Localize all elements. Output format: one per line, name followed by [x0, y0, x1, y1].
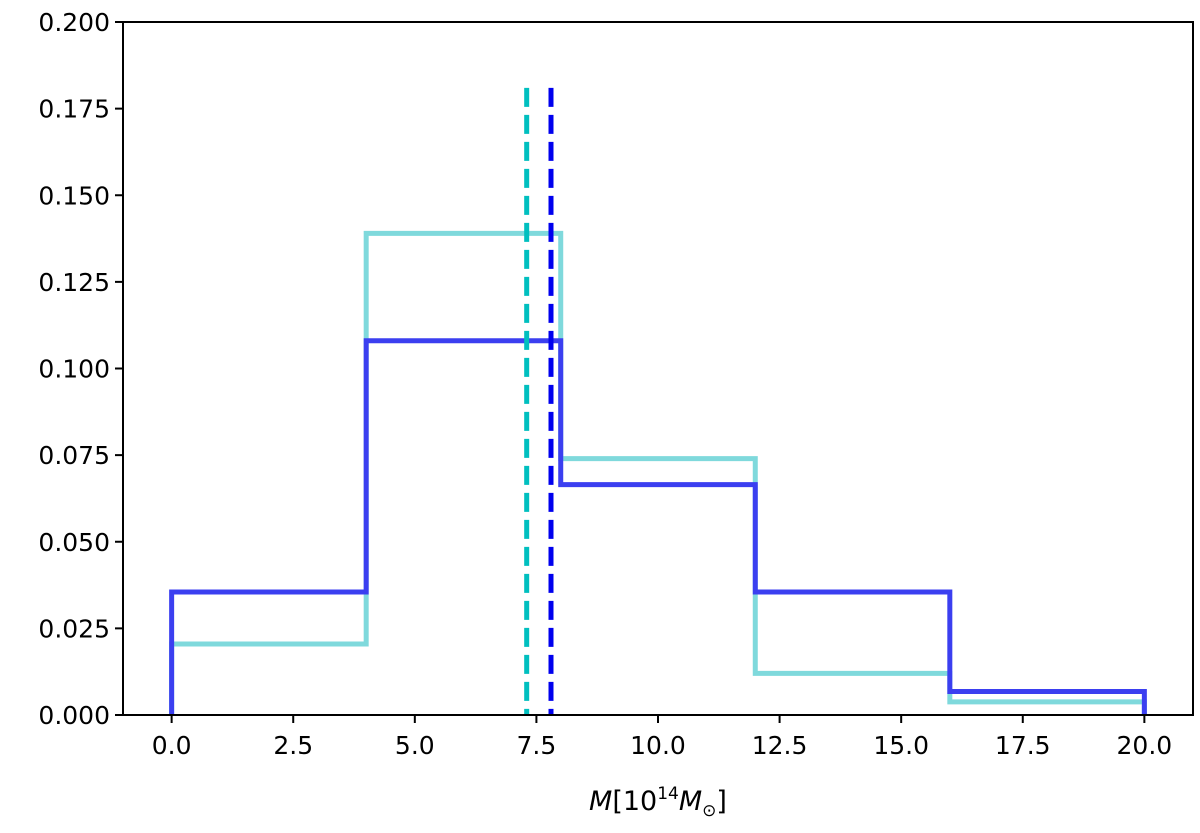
x-tick-label: 17.5	[995, 731, 1051, 760]
y-tick-label: 0.025	[38, 614, 110, 643]
reference-lines-layer	[524, 87, 554, 715]
y-tick-label: 0.050	[38, 528, 110, 557]
y-tick-label: 0.075	[38, 441, 110, 470]
x-tick-label: 20.0	[1117, 731, 1173, 760]
y-tick-label: 0.000	[38, 701, 110, 730]
x-tick-label: 15.0	[873, 731, 929, 760]
y-tick-label: 0.150	[38, 181, 110, 210]
plot-frame	[122, 21, 1194, 716]
x-tick-label: 10.0	[630, 731, 686, 760]
y-tick-label: 0.175	[38, 95, 110, 124]
y-tick-label: 0.200	[38, 8, 110, 37]
x-axis-ticks: 0.0 2.5 5.0 7.5 10.0 12.5 15.0 17.5 20.0	[152, 715, 1172, 760]
x-tick-label: 5.0	[395, 731, 435, 760]
x-tick-label: 12.5	[752, 731, 808, 760]
histogram-series-1	[169, 230, 1147, 715]
x-axis-label: M[1014M⊙]	[589, 784, 727, 821]
y-tick-label: 0.100	[38, 355, 110, 384]
histogram-series-2	[169, 338, 1147, 715]
y-tick-label: 0.125	[38, 268, 110, 297]
x-tick-label: 2.5	[273, 731, 313, 760]
x-tick-label: 7.5	[517, 731, 557, 760]
y-axis-ticks: 0.000 0.025 0.050 0.075 0.100 0.125 0.150 0.175…	[38, 8, 123, 730]
histogram-series-layer	[169, 230, 1147, 715]
x-tick-label: 0.0	[152, 731, 192, 760]
